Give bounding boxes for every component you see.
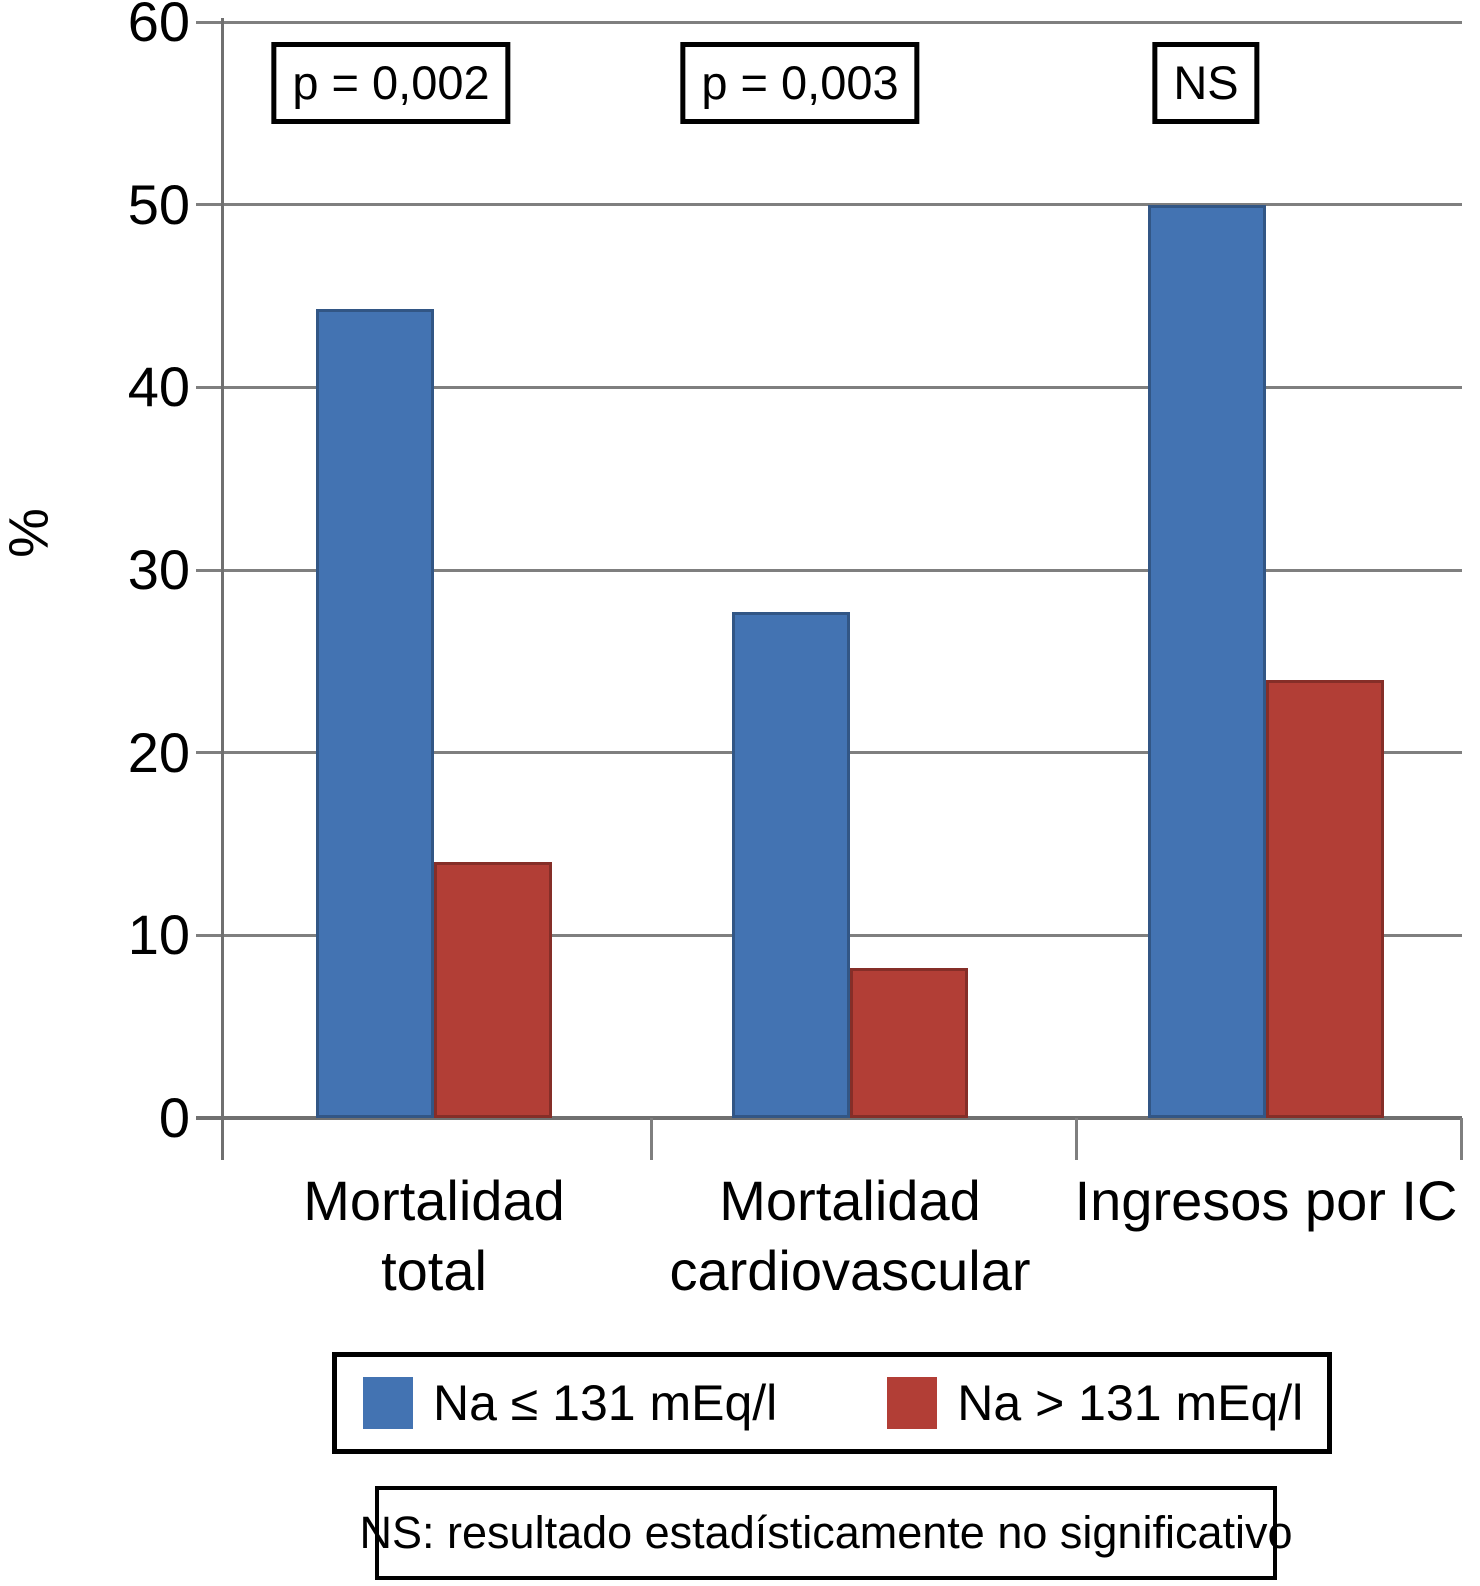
y-tick-label-60: 60 <box>127 0 190 53</box>
y-tick-40 <box>196 385 222 389</box>
y-tick-50 <box>196 203 222 207</box>
legend-swatch-red <box>887 1377 938 1429</box>
category-label-3: Ingresos por IC <box>1074 1169 1458 1232</box>
y-tick-20 <box>196 751 222 755</box>
y-tick-label-0: 0 <box>158 1086 190 1149</box>
y-tick-label-20: 20 <box>127 720 190 784</box>
category-label-2: Mortalidad cardiovascular <box>669 1169 1031 1302</box>
legend-label-1: Na ≤ 131 mEq/l <box>433 1375 778 1431</box>
y-tick-60 <box>196 20 222 24</box>
gridline-60 <box>222 20 1462 24</box>
footnote: NS: resultado estadísticamente no signif… <box>360 1486 1293 1580</box>
annotation-box-1: p = 0,002 <box>271 42 511 124</box>
bar-red-group2 <box>850 968 968 1118</box>
bar-blue-group2 <box>732 612 850 1118</box>
legend-item-2: Na > 131 mEq/l <box>887 1375 1303 1431</box>
bar-blue-group1 <box>316 308 434 1118</box>
y-axis <box>221 18 224 1160</box>
y-tick-label-30: 30 <box>127 538 190 601</box>
y-tick-10 <box>196 933 222 937</box>
annotation-box-2: p = 0,003 <box>680 42 920 124</box>
bar-red-group3 <box>1266 679 1384 1118</box>
annotation-box-3: NS <box>1152 42 1260 124</box>
legend: Na ≤ 131 mEq/l Na > 131 mEq/l <box>332 1352 1332 1454</box>
legend-swatch-blue <box>363 1377 413 1429</box>
y-tick-30 <box>196 568 222 572</box>
x-axis <box>196 1116 1462 1120</box>
category-label-1: Mortalidad total <box>303 1169 565 1302</box>
y-tick-label-40: 40 <box>127 355 190 419</box>
x-axis-tick-2 <box>1460 1118 1463 1160</box>
x-axis-tick-1 <box>1075 1118 1078 1160</box>
legend-item-1: Na ≤ 131 mEq/l <box>363 1375 777 1431</box>
y-tick-label-50: 50 <box>127 172 190 236</box>
gridline-40 <box>222 385 1462 389</box>
x-axis-tick-0 <box>650 1118 653 1160</box>
y-tick-label-10: 10 <box>127 903 190 967</box>
legend-label-2: Na > 131 mEq/l <box>957 1375 1304 1431</box>
gridline-50 <box>222 203 1462 207</box>
bar-red-group1 <box>434 862 552 1118</box>
bar-blue-group3 <box>1148 204 1266 1118</box>
gridline-30 <box>222 568 1462 572</box>
